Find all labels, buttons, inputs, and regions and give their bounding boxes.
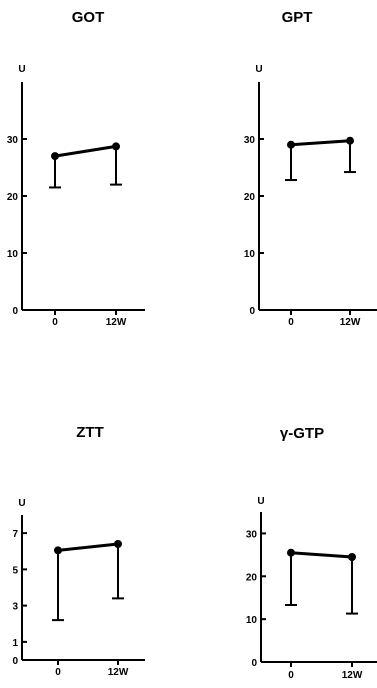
data-point bbox=[346, 136, 354, 145]
series-line bbox=[57, 542, 119, 552]
y-tick-label: 0 bbox=[12, 656, 18, 667]
chart-title: γ-GTP bbox=[280, 425, 324, 442]
y-tick-label: 30 bbox=[7, 135, 19, 146]
x-tick-label: 0 bbox=[55, 667, 61, 678]
data-point bbox=[287, 140, 295, 149]
series-line bbox=[290, 551, 353, 559]
data-point bbox=[51, 152, 59, 161]
y-tick-label: 3 bbox=[12, 602, 18, 613]
y-tick-label: 20 bbox=[244, 192, 256, 203]
data-point bbox=[287, 548, 295, 557]
y-axis-unit-label: U bbox=[18, 498, 25, 509]
y-tick-label: 0 bbox=[249, 306, 255, 317]
x-tick-label: 0 bbox=[288, 670, 294, 681]
chart-panel-gpt: GPT U 0 10 20 30 0 12W bbox=[244, 9, 377, 328]
x-tick-label: 12W bbox=[108, 667, 129, 678]
y-tick-label: 5 bbox=[12, 565, 18, 576]
x-tick-label: 0 bbox=[52, 317, 58, 328]
x-tick-label: 0 bbox=[288, 317, 294, 328]
chart-title: ZTT bbox=[76, 424, 104, 441]
y-tick-label: 0 bbox=[251, 658, 257, 669]
data-point bbox=[54, 546, 62, 555]
series-line bbox=[54, 144, 117, 158]
chart-panel-ztt: ZTT U 0 1 3 5 7 0 12W bbox=[12, 424, 145, 678]
y-tick-label: 10 bbox=[246, 615, 258, 626]
y-tick-label: 1 bbox=[12, 638, 18, 649]
y-axis-unit-label: U bbox=[257, 496, 264, 507]
y-axis-unit-label: U bbox=[18, 64, 25, 75]
y-tick-label: 7 bbox=[12, 529, 18, 540]
y-tick-label: 30 bbox=[246, 529, 258, 540]
y-tick-label: 30 bbox=[244, 135, 256, 146]
data-point bbox=[348, 553, 356, 561]
data-point bbox=[112, 142, 120, 151]
y-axis-unit-label: U bbox=[255, 64, 262, 75]
chart-title: GPT bbox=[282, 9, 313, 26]
y-tick-label: 20 bbox=[7, 192, 19, 203]
y-tick-label: 10 bbox=[244, 249, 256, 260]
y-tick-label: 10 bbox=[7, 249, 19, 260]
x-tick-label: 12W bbox=[342, 670, 363, 681]
x-tick-label: 12W bbox=[340, 317, 361, 328]
chart-panel-got: GOT U 0 10 20 30 0 12W bbox=[7, 9, 145, 328]
x-tick-label: 12W bbox=[106, 317, 127, 328]
y-tick-label: 0 bbox=[12, 306, 18, 317]
y-tick-label: 20 bbox=[246, 572, 258, 583]
chart-title: GOT bbox=[72, 9, 105, 26]
data-point bbox=[114, 540, 122, 548]
series-line bbox=[290, 139, 351, 147]
chart-panel-gamma-gtp: γ-GTP U 0 10 20 30 0 12W bbox=[246, 425, 377, 681]
